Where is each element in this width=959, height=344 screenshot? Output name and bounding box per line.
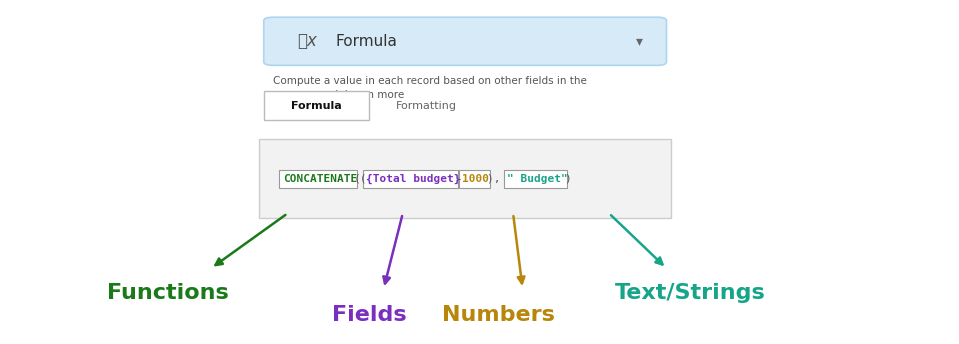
Text: Compute a value in each record based on other fields in the
same record. Learn m: Compute a value in each record based on …	[273, 76, 587, 100]
Text: ): )	[564, 174, 571, 184]
Text: Functions: Functions	[107, 283, 228, 303]
Text: Fields: Fields	[332, 305, 407, 325]
FancyBboxPatch shape	[503, 170, 567, 188]
FancyBboxPatch shape	[259, 139, 671, 218]
FancyBboxPatch shape	[363, 170, 458, 188]
Text: 𝑓x: 𝑓x	[297, 32, 317, 50]
Text: ((: ((	[353, 174, 366, 184]
FancyBboxPatch shape	[279, 170, 357, 188]
Text: ▾: ▾	[636, 34, 643, 48]
FancyBboxPatch shape	[459, 170, 490, 188]
Text: {Total budget}: {Total budget}	[366, 174, 460, 184]
Text: Formatting: Formatting	[396, 100, 457, 111]
Text: 1000: 1000	[462, 174, 489, 184]
Text: Formula: Formula	[336, 34, 398, 49]
Text: CONCATENATE: CONCATENATE	[283, 174, 357, 184]
Text: Formula: Formula	[292, 100, 341, 111]
FancyBboxPatch shape	[264, 91, 369, 120]
Text: -: -	[456, 174, 462, 184]
Text: Numbers: Numbers	[442, 305, 555, 325]
Text: " Budget": " Budget"	[506, 174, 568, 184]
Text: Text/Strings: Text/Strings	[615, 283, 766, 303]
Text: ),: ),	[487, 174, 507, 184]
FancyBboxPatch shape	[264, 17, 667, 65]
